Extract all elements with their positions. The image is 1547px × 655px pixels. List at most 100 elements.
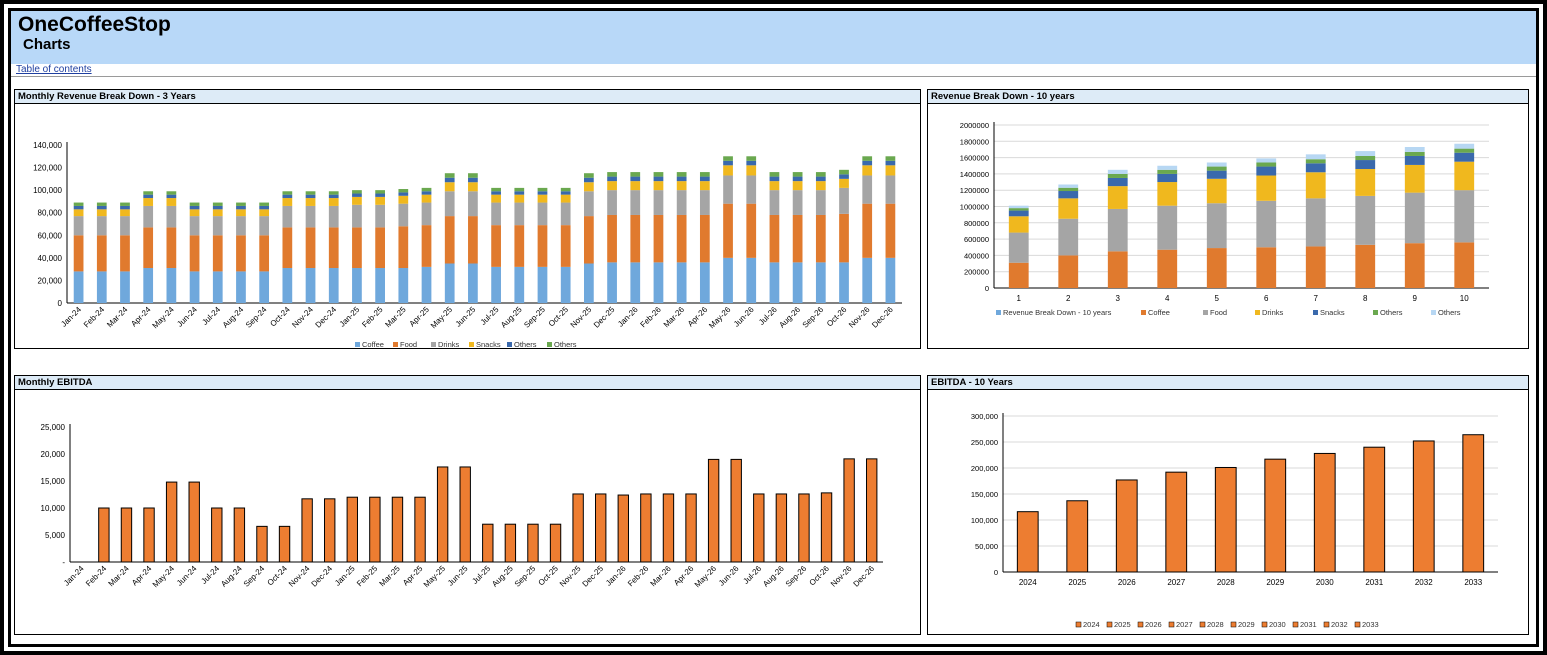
bar-segment [653,262,664,303]
x-tick-label: Oct-25 [547,305,571,329]
bar-segment [1256,175,1277,201]
panel-revenue-10y[interactable]: Revenue Break Down - 10 years 0 200000 400… [927,89,1529,349]
bar-segment [305,194,316,199]
x-tick-label: 9 [1413,294,1418,303]
bar-segment [839,262,849,303]
bar-segment [1058,198,1079,219]
bar-segment [607,181,617,191]
x-tick-label: Apr-24 [130,564,154,588]
bar-segment [630,172,641,177]
bar-segment [746,257,757,303]
bar-segment [769,181,780,191]
bar-segment [815,214,826,263]
x-tick-label: Sep-24 [244,305,269,330]
bar-segment [468,182,478,192]
bar-segment [143,198,154,206]
bar-segment [584,173,594,178]
bar-segment [259,209,270,217]
bar-segment [352,204,362,228]
legend-label: Food [400,340,417,348]
bar [866,458,878,563]
bar-segment [769,190,780,215]
bar-segment [792,214,803,263]
legend-label: Drinks [438,340,460,348]
bar [753,493,765,563]
bar-segment [1206,170,1227,179]
bar-segment [1404,243,1425,288]
bar-segment [120,205,130,210]
bar-segment [236,205,246,210]
bar-segment [282,268,293,303]
bar-segment [1058,191,1079,199]
bar-segment [1454,152,1475,162]
app-title: OneCoffeeStop [18,13,171,36]
bar-segment [653,190,664,215]
bar [1066,500,1089,573]
bar-segment [769,214,780,263]
legend-label: Others [1438,308,1461,317]
legend-swatch [431,342,436,347]
header-band: OneCoffeeStop Charts [11,11,1536,64]
x-tick-label: May-26 [707,305,733,331]
bar-segment [676,214,687,263]
bar-segment [421,187,432,192]
x-tick-label: Mar-25 [383,305,408,330]
bar-segment [282,205,293,228]
panel-ebitda-10y[interactable]: EBITDA - 10 Years 0 50,000 100,000 150,000 2… [927,375,1529,635]
bar-segment [560,191,571,195]
panel-monthly-revenue[interactable]: Monthly Revenue Break Down - 3 Years 0 20… [14,89,921,349]
bar-segment [305,198,316,206]
x-tick-label: May-24 [151,564,177,590]
x-tick-label: Sep-26 [801,305,826,330]
table-of-contents-link[interactable]: Table of contents [16,64,92,75]
bar-segment [1008,232,1029,263]
bar-segment [189,271,200,303]
bar-segment [328,205,339,228]
x-tick-label: Jan-24 [62,564,86,588]
x-tick-label: May-24 [151,305,177,331]
x-tick-label: 5 [1215,294,1220,303]
y-tick-label: 60,000 [38,231,63,240]
legend-label: Others [1380,308,1403,317]
bar-segment [421,191,432,195]
bar-segment [398,226,409,269]
bar-segment [305,268,316,303]
legend-swatch [355,342,360,347]
bar-segment [444,191,455,217]
bar-segment [723,257,733,303]
bar [1462,434,1485,573]
legend-label: 2030 [1269,620,1286,629]
bar-segment [630,214,641,263]
bar-segment [1206,166,1227,171]
y-tick-label: 1000000 [960,203,989,212]
bar-segment [398,268,409,303]
bar-segment [1454,148,1475,153]
legend-swatch [1106,621,1113,628]
x-tick-label: Aug-26 [777,305,802,330]
bar-segment [166,268,177,303]
bar [143,507,155,563]
y-tick-label: 150,000 [971,490,998,499]
bar-segment [792,181,803,191]
x-tick-label: Jun-25 [454,305,478,329]
bar-segment [282,194,293,199]
x-tick-label: Oct-25 [537,564,561,588]
bar-segment [537,187,548,192]
legend-label: 2026 [1145,620,1162,629]
bar-segment [607,172,617,177]
x-tick-label: Sep-26 [784,564,809,589]
bar-segment [1305,172,1326,199]
x-tick-label: Nov-26 [829,564,854,589]
x-tick-label: Oct-26 [825,305,849,329]
y-tick-label: 400000 [964,251,989,260]
legend-swatch [1199,621,1206,628]
bar-segment [1008,210,1029,217]
x-tick-label: Dec-25 [592,305,617,330]
x-tick-label: Oct-24 [266,564,290,588]
panel-monthly-ebitda[interactable]: Monthly EBITDA - 5,000 10,000 15,000 20,000 2… [14,375,921,635]
bar-segment [259,202,270,206]
bar-segment [1355,244,1376,288]
bar-segment [468,173,478,178]
x-tick-label: 2032 [1415,578,1433,587]
